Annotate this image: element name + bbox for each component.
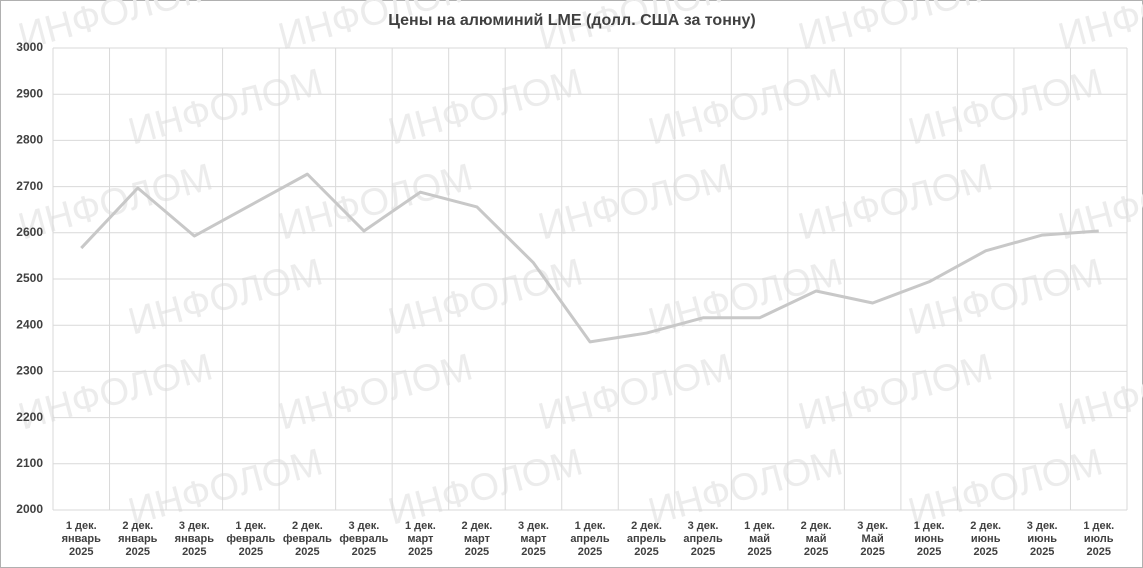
x-tick-label: июль xyxy=(1084,533,1114,545)
y-tick-label: 2100 xyxy=(16,456,43,470)
x-tick-label: 2025 xyxy=(352,546,376,558)
x-tick-label: 2025 xyxy=(69,546,93,558)
x-tick-label: 2025 xyxy=(1086,546,1110,558)
x-tick-label: 2025 xyxy=(1030,546,1054,558)
x-tick-label: март xyxy=(464,533,491,545)
x-tick-label: апрель xyxy=(683,533,723,545)
x-tick-label: 2 дек. xyxy=(801,520,832,532)
y-tick-label: 2300 xyxy=(16,364,43,378)
x-tick-label: 2025 xyxy=(634,546,658,558)
x-tick-label: март xyxy=(520,533,547,545)
y-tick-label: 2000 xyxy=(16,502,43,516)
x-tick-label: 2025 xyxy=(521,546,545,558)
x-tick-label: 2025 xyxy=(917,546,941,558)
x-tick-label: 2025 xyxy=(578,546,602,558)
x-tick-label: 1 дек. xyxy=(914,520,945,532)
x-tick-label: 2 дек. xyxy=(292,520,323,532)
x-tick-label: 2025 xyxy=(126,546,150,558)
x-tick-label: 2025 xyxy=(295,546,319,558)
x-tick-label: 2 дек. xyxy=(970,520,1001,532)
x-tick-label: 2 дек. xyxy=(462,520,493,532)
x-tick-label: 3 дек. xyxy=(688,520,719,532)
x-tick-label: 3 дек. xyxy=(348,520,379,532)
y-tick-label: 2700 xyxy=(16,179,43,193)
y-tick-label: 2500 xyxy=(16,271,43,285)
x-tick-label: 1 дек. xyxy=(405,520,436,532)
y-tick-label: 2400 xyxy=(16,317,43,331)
y-tick-label: 2800 xyxy=(16,133,43,147)
x-tick-label: 2025 xyxy=(182,546,206,558)
x-tick-label: 1 дек. xyxy=(744,520,775,532)
x-tick-label: апрель xyxy=(627,533,667,545)
y-tick-label: 2900 xyxy=(16,86,43,100)
x-tick-label: 1 дек. xyxy=(66,520,97,532)
x-tick-label: январь xyxy=(175,533,215,545)
x-tick-label: январь xyxy=(118,533,158,545)
x-tick-label: 3 дек. xyxy=(1027,520,1058,532)
x-tick-label: 1 дек. xyxy=(575,520,606,532)
x-tick-label: 2025 xyxy=(747,546,771,558)
y-tick-label: 2600 xyxy=(16,225,43,239)
x-tick-label: 3 дек. xyxy=(857,520,888,532)
y-tick-label: 3000 xyxy=(16,40,43,54)
x-tick-label: апрель xyxy=(570,533,610,545)
x-tick-label: 1 дек. xyxy=(235,520,266,532)
line xyxy=(80,172,1099,344)
x-tick-label: май xyxy=(806,533,827,545)
x-tick-label: февраль xyxy=(283,533,332,545)
x-tick-label: февраль xyxy=(339,533,388,545)
x-tick-label: май xyxy=(749,533,770,545)
x-tick-label: 2025 xyxy=(860,546,884,558)
x-tick-label: 2 дек. xyxy=(631,520,662,532)
x-tick-label: июнь xyxy=(1027,533,1057,545)
x-tick-label: 2025 xyxy=(973,546,997,558)
x-tick-label: 2025 xyxy=(691,546,715,558)
x-tick-label: 2025 xyxy=(804,546,828,558)
x-tick-label: январь xyxy=(62,533,102,545)
x-tick-label: 3 дек. xyxy=(179,520,210,532)
plot-area: 2000 2100 2200 2300 2400 2500 2600 2700 2800 2900… xyxy=(16,40,1128,558)
x-tick-label: 2 дек. xyxy=(122,520,153,532)
x-tick-label: 1 дек. xyxy=(1083,520,1114,532)
x-tick-label: 2025 xyxy=(239,546,263,558)
chart-title: Цены на алюминий LME (долл. США за тонну… xyxy=(388,12,756,29)
y-tick-label: 2200 xyxy=(16,410,43,424)
x-tick-label: 2025 xyxy=(408,546,432,558)
x-tick-label: март xyxy=(407,533,434,545)
x-tick-label: Май xyxy=(862,533,884,545)
x-tick-label: 2025 xyxy=(465,546,489,558)
x-tick-label: июнь xyxy=(914,533,944,545)
x-tick-label: июнь xyxy=(971,533,1001,545)
x-tick-label: февраль xyxy=(226,533,275,545)
x-tick-label: 3 дек. xyxy=(518,520,549,532)
